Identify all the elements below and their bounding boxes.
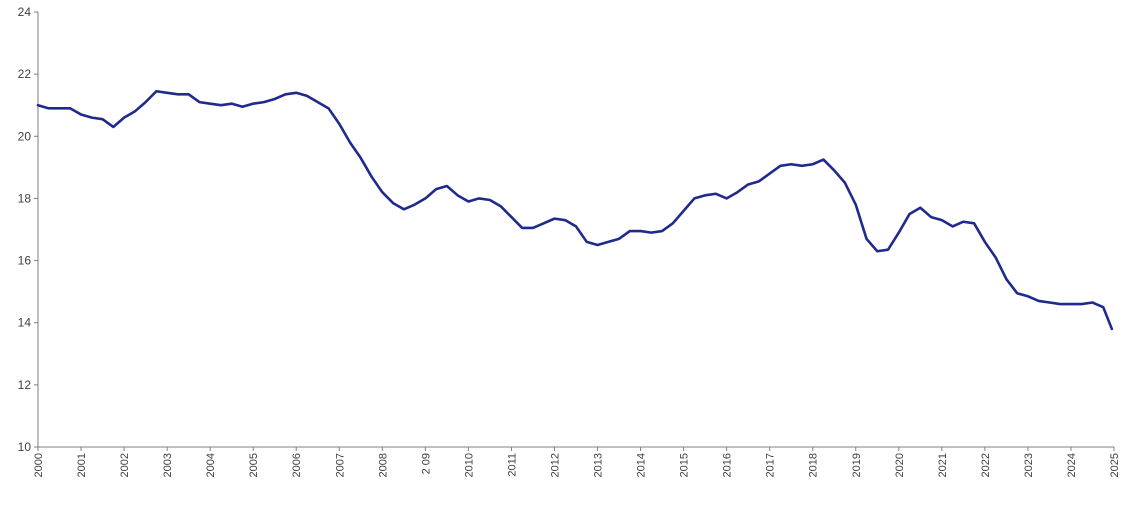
x-tick-label: 2001 bbox=[76, 453, 88, 477]
y-tick-label: 24 bbox=[18, 5, 32, 19]
x-tick-label: 2008 bbox=[377, 453, 389, 477]
x-tick-label: 2022 bbox=[980, 453, 992, 477]
y-tick-label: 14 bbox=[18, 316, 32, 330]
series-layer bbox=[36, 89, 1114, 331]
axes bbox=[37, 12, 1114, 448]
x-tick-label: 2010 bbox=[463, 453, 475, 477]
x-tick-label: 2007 bbox=[334, 453, 346, 477]
x-tick-label: 2024 bbox=[1066, 453, 1078, 477]
x-tick-label: 2016 bbox=[722, 453, 734, 477]
x-tick-label: 2025 bbox=[1109, 453, 1121, 477]
y-tick-label: 12 bbox=[18, 378, 32, 392]
y-tick-label: 16 bbox=[18, 254, 32, 268]
y-tick-label: 20 bbox=[18, 129, 32, 143]
x-tick-label: 2003 bbox=[162, 453, 174, 477]
x-tick-label: 2000 bbox=[33, 453, 45, 477]
y-tick-label: 22 bbox=[18, 67, 32, 81]
y-tick-label: 10 bbox=[18, 440, 32, 454]
x-tick-label: 2018 bbox=[808, 453, 820, 477]
x-tick-label: 2012 bbox=[549, 453, 561, 477]
x-tick-label: 2013 bbox=[593, 453, 605, 477]
x-tick-label: 2015 bbox=[679, 453, 691, 477]
x-tick-label: 2021 bbox=[937, 453, 949, 477]
x-tick-label: 2023 bbox=[1023, 453, 1035, 477]
x-tick-label: 2014 bbox=[636, 453, 648, 477]
x-tick-label: 2017 bbox=[765, 453, 777, 477]
x-tick-label: 2006 bbox=[291, 453, 303, 477]
series-line bbox=[36, 89, 1114, 331]
y-tick-label: 18 bbox=[18, 191, 32, 205]
x-tick-label: 2005 bbox=[248, 453, 260, 477]
x-tick-label: 2 09 bbox=[420, 453, 432, 474]
x-tick-label: 2004 bbox=[205, 453, 217, 477]
x-tick-label: 2020 bbox=[894, 453, 906, 477]
x-tick-label: 2011 bbox=[506, 453, 518, 477]
x-tick-label: 2019 bbox=[851, 453, 863, 477]
x-tick-label: 2002 bbox=[119, 453, 131, 477]
